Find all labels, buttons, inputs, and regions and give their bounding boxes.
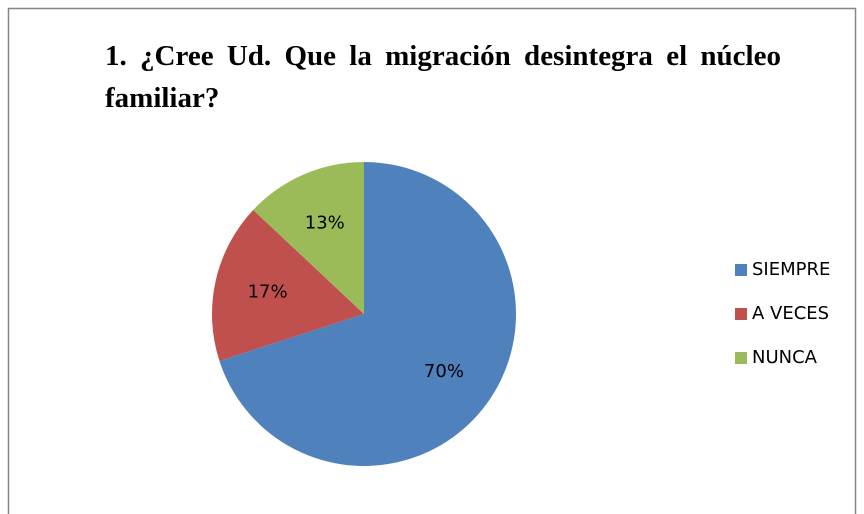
- legend-label: SIEMPRE: [752, 259, 830, 280]
- pie-slice: [253, 162, 364, 314]
- chart-title: 1. ¿Cree Ud. Que la migración desintegra…: [105, 40, 781, 114]
- pie-slice: [212, 209, 364, 361]
- data-label: 70%: [424, 361, 464, 382]
- legend-swatch: [735, 352, 747, 364]
- data-label: 17%: [248, 281, 288, 302]
- legend-swatch: [735, 264, 747, 276]
- legend-swatch: [735, 308, 747, 320]
- pie-slice: [219, 162, 517, 466]
- legend-label: A VECES: [752, 303, 829, 324]
- legend-label: NUNCA: [752, 347, 818, 368]
- data-label: 13%: [305, 212, 345, 233]
